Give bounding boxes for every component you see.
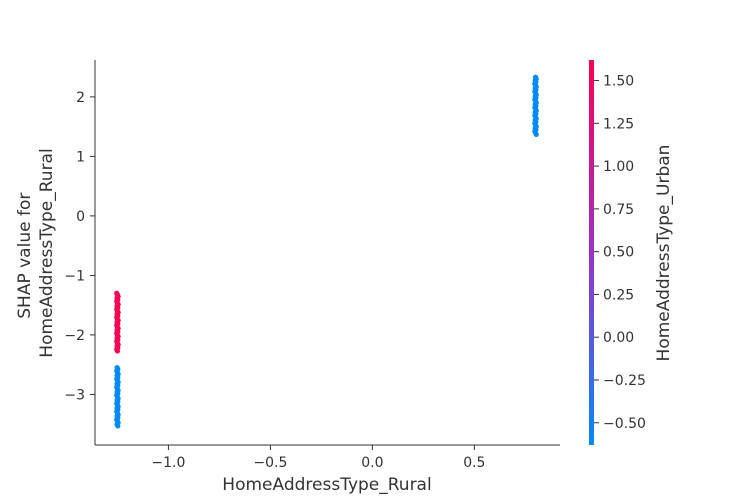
y-tick-label: −1: [64, 268, 85, 284]
colorbar-tick-label: 1.00: [603, 159, 634, 175]
scatter-point: [533, 131, 539, 137]
scatter-points: [114, 74, 539, 429]
x-axis-label: HomeAddressType_Rural: [222, 475, 431, 495]
colorbar-ticks: −0.50 −0.25 0.00 0.25 0.50 0.75 1.00 1.25 1.50: [594, 74, 646, 432]
y-axis-label: SHAP value for HomeAddressType_Rural: [15, 148, 57, 357]
scatter-point: [115, 423, 121, 429]
colorbar-tick-label: 1.50: [603, 74, 634, 90]
y-tick-label: 0: [76, 209, 85, 225]
x-axis-ticks: −1.0 −0.5 0.0 0.5: [151, 445, 485, 471]
colorbar-tick-label: 0.00: [603, 330, 634, 346]
x-tick-label: −0.5: [253, 455, 287, 471]
colorbar: [589, 60, 594, 445]
colorbar-tick-label: 0.50: [603, 245, 634, 261]
colorbar-tick-label: 0.75: [603, 202, 634, 218]
y-axis-ticks: −3 −2 −1 0 1 2: [64, 90, 95, 403]
x-tick-label: 0.0: [361, 455, 383, 471]
colorbar-tick-label: 0.25: [603, 287, 634, 303]
y-axis-label-line-1: SHAP value for: [15, 193, 35, 319]
colorbar-tick-label: −0.50: [603, 416, 646, 432]
x-tick-label: 0.5: [463, 455, 485, 471]
y-axis-label-line-2: HomeAddressType_Rural: [37, 148, 57, 357]
y-tick-label: −2: [64, 328, 85, 344]
colorbar-label: HomeAddressType_Urban: [654, 145, 674, 362]
y-tick-label: 1: [76, 149, 85, 165]
colorbar-tick-label: 1.25: [603, 116, 634, 132]
scatter-point: [114, 348, 121, 354]
y-tick-label: −3: [64, 387, 85, 403]
y-tick-label: 2: [76, 90, 85, 106]
x-tick-label: −1.0: [151, 455, 185, 471]
colorbar-tick-label: −0.25: [603, 373, 646, 389]
